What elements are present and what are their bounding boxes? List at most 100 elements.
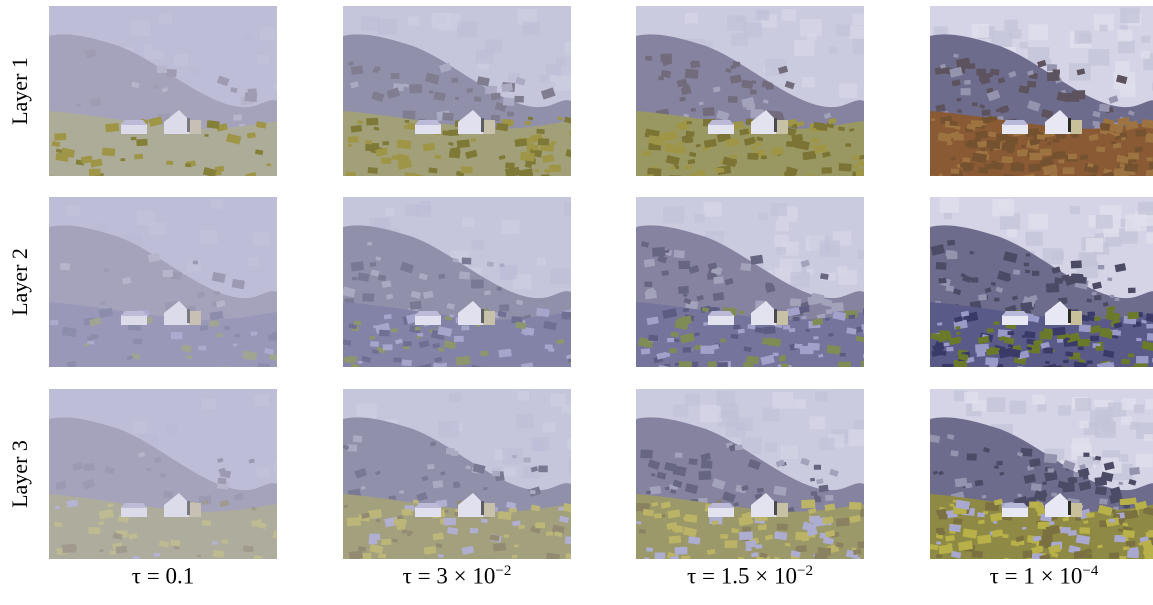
meadow-stroke	[449, 146, 461, 155]
meadow-stroke	[530, 504, 541, 512]
meadow-stroke	[1034, 504, 1045, 512]
mountain-stroke	[960, 88, 971, 96]
meadow-stroke	[858, 154, 864, 160]
meadow-stroke	[933, 343, 945, 352]
sky-patch	[1140, 51, 1150, 59]
mountain-stroke	[385, 293, 394, 300]
meadow-stroke	[1022, 550, 1036, 559]
meadow-stroke	[173, 545, 180, 550]
meadow-stroke	[406, 533, 412, 537]
mountain-stroke	[696, 294, 705, 302]
mountain-stroke	[1020, 301, 1033, 312]
meadow-stroke	[1079, 154, 1089, 161]
sky-patch	[542, 422, 556, 433]
meadow-stroke	[443, 509, 449, 513]
meadow-stroke	[1142, 506, 1153, 516]
mountain-stroke	[1042, 481, 1047, 485]
meadow-stroke	[1021, 526, 1027, 530]
meadow-stroke	[1127, 311, 1139, 320]
meadow-stroke	[772, 352, 779, 357]
meadow-stroke	[747, 324, 756, 330]
meadow-stroke	[986, 140, 1001, 149]
meadow-stroke	[204, 134, 209, 137]
meadow-stroke	[952, 499, 958, 504]
meadow-stroke	[1039, 331, 1053, 340]
mountain-stroke	[217, 457, 224, 463]
meadow-stroke	[534, 169, 540, 173]
meadow-stroke	[1088, 173, 1097, 176]
meadow-stroke	[1097, 544, 1103, 549]
mountain-stroke	[644, 281, 653, 288]
meadow-stroke	[682, 526, 698, 538]
sky-patch	[1058, 405, 1071, 416]
meadow-stroke	[1127, 353, 1135, 358]
mountain-stroke	[939, 63, 947, 69]
sky-patch	[1121, 398, 1136, 410]
sky-patch	[1137, 201, 1153, 216]
meadow-stroke	[848, 314, 856, 320]
sky-patch	[987, 397, 1006, 412]
meadow-stroke	[837, 361, 852, 367]
sky-patch	[187, 260, 202, 272]
mountain-stroke	[233, 114, 242, 121]
meadow-stroke	[953, 316, 963, 323]
meadow-stroke	[722, 156, 737, 168]
meadow-stroke	[1119, 555, 1127, 559]
meadow-stroke	[851, 154, 860, 161]
meadow-stroke	[1125, 497, 1137, 506]
mountain-stroke	[350, 65, 364, 75]
sky-patch	[550, 268, 571, 285]
mountain-stroke	[55, 480, 67, 491]
meadow-stroke	[198, 345, 207, 351]
meadow-stroke	[851, 547, 857, 551]
mountain-stroke	[741, 484, 749, 492]
mountain-stroke	[775, 459, 785, 468]
mountain-stroke	[1027, 80, 1037, 88]
meadow-stroke	[812, 318, 824, 326]
meadow-stroke	[824, 503, 836, 512]
meadow-stroke	[87, 336, 95, 342]
mountain-stroke	[664, 486, 670, 491]
meadow-stroke	[980, 148, 986, 152]
mountain-stroke	[789, 298, 802, 307]
meadow-stroke	[802, 150, 817, 161]
mountain-stroke	[427, 464, 435, 470]
mountain-stroke	[402, 110, 416, 120]
meadow-stroke	[805, 328, 810, 333]
mountain-stroke	[690, 60, 701, 69]
meadow-stroke	[562, 503, 571, 513]
mountain-stroke	[1023, 473, 1037, 484]
meadow-stroke	[835, 541, 844, 548]
meadow-stroke	[202, 167, 217, 176]
meadow-stroke	[756, 556, 771, 559]
mountain-stroke	[354, 467, 368, 479]
mountain-stroke	[698, 470, 712, 481]
mountain-stroke	[712, 291, 725, 302]
sky-patch	[1118, 454, 1129, 462]
meadow-stroke	[186, 355, 193, 360]
meadow-stroke	[366, 117, 379, 126]
meadow-stroke	[61, 326, 77, 338]
sky-patch	[556, 57, 566, 66]
meadow-stroke	[670, 331, 679, 338]
mountain-stroke	[1016, 451, 1024, 457]
meadow-stroke	[1031, 545, 1043, 555]
meadow-stroke	[676, 121, 690, 131]
sky-patch	[539, 74, 550, 83]
meadow-stroke	[809, 515, 821, 524]
meadow-stroke	[715, 307, 720, 311]
meadow-stroke	[524, 162, 533, 169]
meadow-stroke	[527, 116, 534, 121]
meadow-stroke	[857, 160, 864, 167]
meadow-stroke	[407, 530, 414, 535]
meadow-stroke	[854, 556, 861, 559]
meadow-stroke	[1088, 325, 1102, 334]
meadow-stroke	[993, 498, 1003, 506]
sky-patch	[755, 9, 769, 21]
meadow-stroke	[1050, 552, 1059, 558]
mountain-stroke	[986, 89, 1001, 102]
meadow-stroke	[1135, 129, 1147, 137]
meadow-stroke	[846, 327, 857, 335]
mountain-stroke	[423, 290, 434, 300]
mountain-stroke	[813, 464, 822, 470]
